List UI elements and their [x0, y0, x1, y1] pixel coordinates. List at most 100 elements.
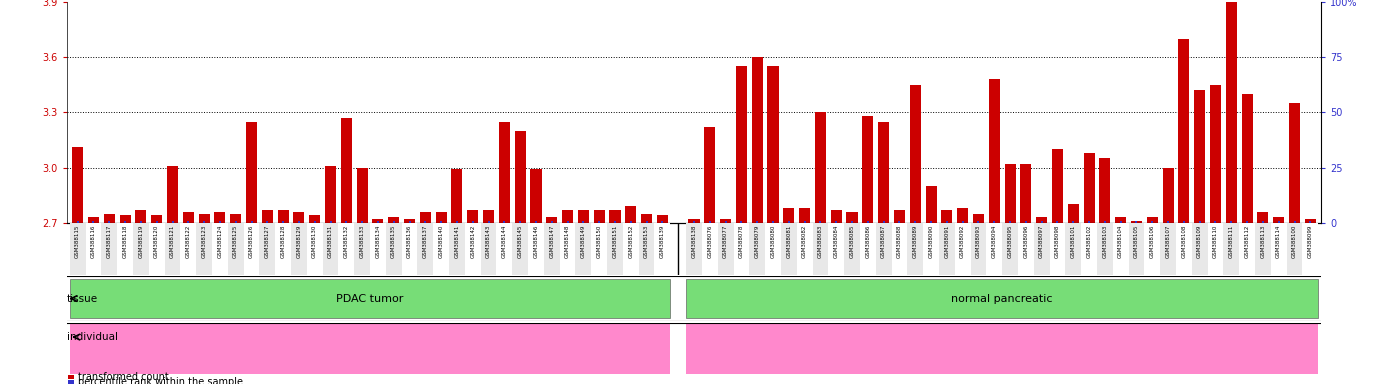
Text: GSM388153: GSM388153	[644, 224, 650, 258]
Bar	[576, 223, 591, 275]
Text: GSM388092: GSM388092	[960, 224, 965, 258]
Bar	[1287, 223, 1302, 275]
Text: GSM388088: GSM388088	[897, 224, 902, 258]
Bar	[165, 223, 180, 275]
Bar	[497, 223, 512, 275]
Bar	[183, 212, 194, 223]
Text: GSM388135: GSM388135	[391, 224, 396, 258]
Text: GSM388118: GSM388118	[122, 224, 128, 258]
Text: GSM388099: GSM388099	[1307, 224, 1313, 258]
Text: GSM388105: GSM388105	[1134, 224, 1140, 258]
Bar	[559, 223, 576, 275]
Text: GSM388091: GSM388091	[944, 224, 949, 258]
Text: GSM388150: GSM388150	[597, 224, 601, 258]
Text: GSM388084: GSM388084	[834, 224, 838, 258]
Text: GSM388127: GSM388127	[265, 224, 269, 258]
Text: GSM388145: GSM388145	[518, 224, 523, 258]
Text: GSM388152: GSM388152	[629, 224, 633, 258]
Bar	[86, 223, 101, 275]
Bar	[418, 223, 433, 275]
Bar	[1113, 223, 1128, 275]
Bar	[1115, 217, 1126, 223]
Bar	[1035, 217, 1047, 223]
Bar	[136, 210, 146, 223]
Text: GSM388111: GSM388111	[1228, 224, 1234, 258]
Bar	[812, 223, 829, 275]
Text: GSM388110: GSM388110	[1213, 224, 1219, 258]
Bar	[1273, 217, 1284, 223]
Bar	[101, 223, 117, 275]
Bar	[1305, 219, 1316, 223]
Bar	[1176, 223, 1192, 275]
Bar	[562, 210, 573, 223]
Bar	[198, 214, 210, 223]
Bar	[704, 127, 715, 223]
Text: percentile rank within the sample: percentile rank within the sample	[78, 377, 243, 384]
Bar	[196, 223, 212, 275]
Bar	[451, 169, 462, 223]
Bar	[119, 215, 130, 223]
Text: GSM388102: GSM388102	[1087, 224, 1091, 258]
Bar	[765, 223, 781, 275]
Bar	[404, 219, 415, 223]
Bar	[750, 223, 765, 275]
Text: GSM388142: GSM388142	[471, 224, 475, 258]
Text: GSM388124: GSM388124	[218, 224, 222, 258]
Bar	[262, 210, 273, 223]
Bar	[68, 380, 74, 384]
Bar	[230, 214, 242, 223]
Text: individual: individual	[67, 332, 118, 342]
Text: GSM388080: GSM388080	[770, 224, 776, 258]
Bar	[530, 169, 541, 223]
Text: GSM388081: GSM388081	[787, 224, 791, 258]
Bar	[1081, 223, 1097, 275]
Text: GSM388076: GSM388076	[708, 224, 712, 258]
Text: GSM388106: GSM388106	[1149, 224, 1155, 258]
Bar	[1271, 223, 1287, 275]
Bar	[1005, 164, 1016, 223]
Bar	[341, 118, 353, 223]
Bar	[180, 223, 196, 275]
Bar	[686, 279, 1319, 318]
Text: GSM388129: GSM388129	[297, 224, 301, 258]
Bar	[151, 215, 162, 223]
Bar	[325, 166, 336, 223]
Bar	[797, 223, 812, 275]
Bar	[876, 223, 891, 275]
Bar	[577, 210, 589, 223]
Bar	[212, 223, 228, 275]
Bar	[1066, 223, 1081, 275]
Bar	[104, 214, 115, 223]
Bar	[291, 223, 307, 275]
Text: GSM388126: GSM388126	[248, 224, 254, 258]
Text: GSM388144: GSM388144	[502, 224, 507, 258]
Text: GSM388090: GSM388090	[929, 224, 934, 258]
Bar	[938, 223, 955, 275]
Text: GSM388089: GSM388089	[913, 224, 917, 258]
Bar	[246, 121, 257, 223]
Bar	[527, 223, 544, 275]
Bar	[244, 223, 260, 275]
Bar	[498, 121, 509, 223]
Bar	[1302, 223, 1319, 275]
Bar	[69, 323, 670, 374]
Bar	[1084, 153, 1095, 223]
Text: GSM388114: GSM388114	[1276, 224, 1281, 258]
Text: GSM388097: GSM388097	[1040, 224, 1044, 258]
Bar	[879, 121, 890, 223]
Bar	[117, 223, 133, 275]
Text: GSM388100: GSM388100	[1292, 224, 1296, 258]
Text: GSM388094: GSM388094	[992, 224, 997, 258]
Bar	[894, 210, 905, 223]
Text: GSM388147: GSM388147	[550, 224, 554, 258]
Bar	[783, 208, 794, 223]
Text: GSM388109: GSM388109	[1198, 224, 1202, 258]
Bar	[609, 210, 620, 223]
Text: GSM388096: GSM388096	[1023, 224, 1029, 258]
Text: GSM388146: GSM388146	[533, 224, 539, 258]
Text: GSM388087: GSM388087	[881, 224, 886, 258]
Bar	[909, 85, 920, 223]
Bar	[1146, 217, 1158, 223]
Bar	[544, 223, 559, 275]
Bar	[1131, 221, 1142, 223]
